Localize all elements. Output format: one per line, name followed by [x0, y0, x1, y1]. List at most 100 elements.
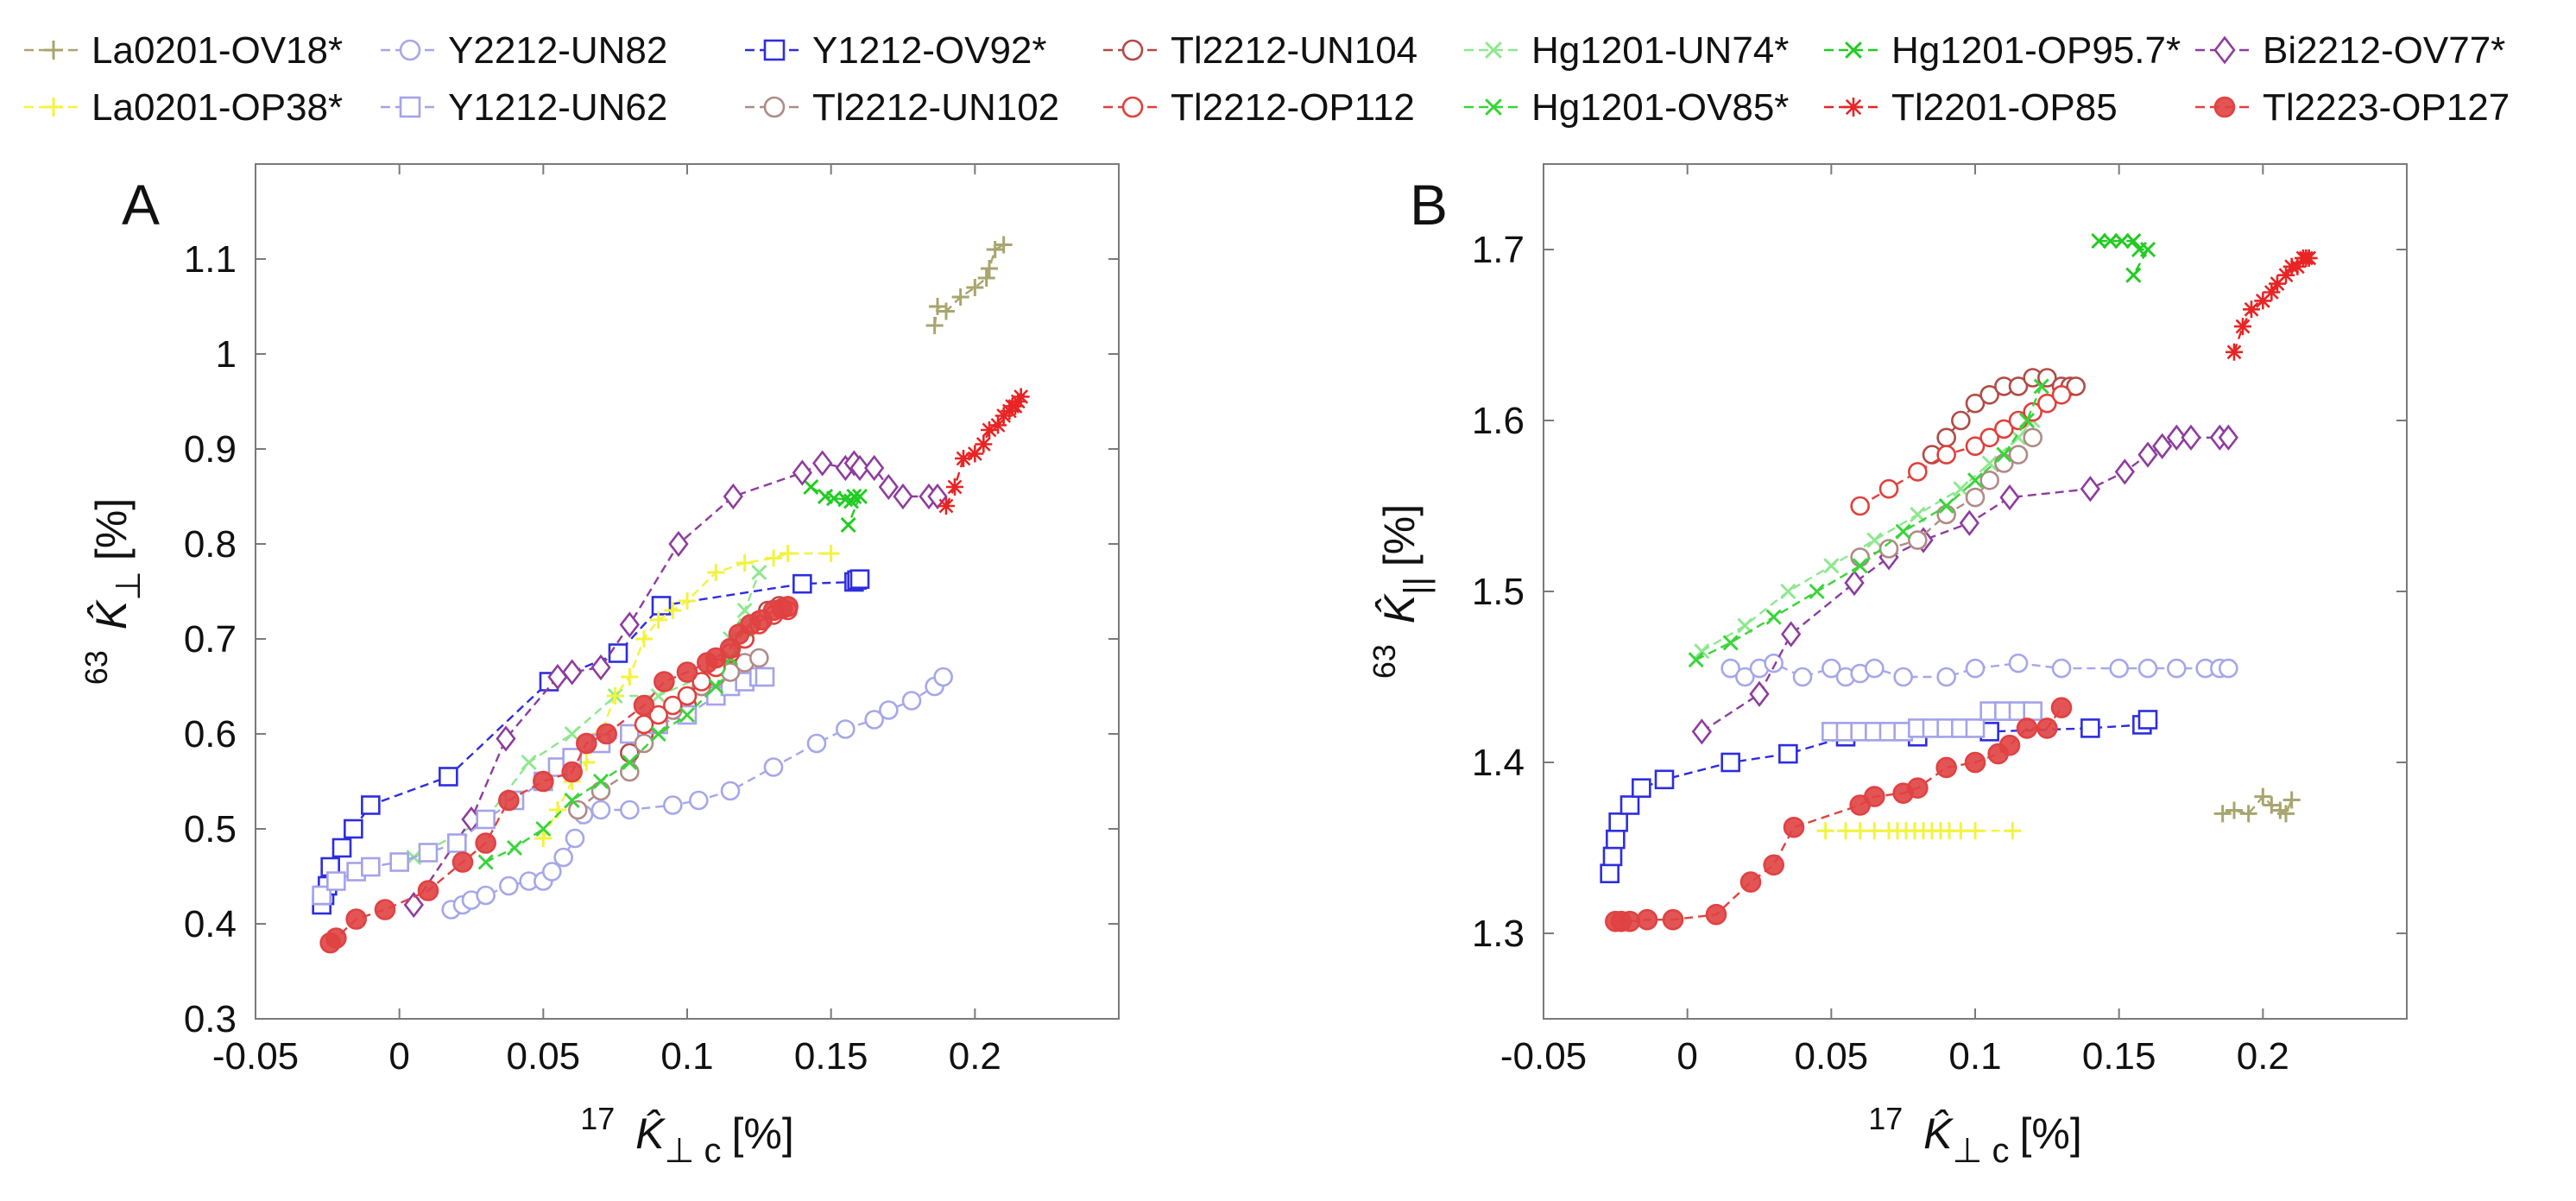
data-point	[475, 832, 496, 854]
data-point	[779, 545, 797, 562]
panel-b-series-tl2212-un102	[1850, 427, 2042, 567]
data-point	[2008, 445, 2029, 465]
data-point	[1965, 487, 1986, 508]
data-point	[1606, 829, 1626, 850]
panel-b-series-tl2223-op127	[1605, 697, 2073, 932]
data-point	[1936, 504, 1956, 525]
panel-b-chart: -0.05 0 0.05 0.1 0.15 0.2 1.3 1.4 1.5 1.6 1.7 B 17 K…	[1367, 163, 2408, 1170]
data-point	[592, 773, 609, 790]
panel-b-series-y2212-un82	[1720, 653, 2238, 687]
data-point	[606, 687, 624, 705]
legend-marker	[399, 96, 421, 118]
data-point	[1981, 455, 1998, 471]
data-point	[2008, 653, 2029, 673]
panel-b-ytick-label: 1.5	[1472, 571, 1525, 613]
data-point	[1951, 410, 1971, 431]
legend-label: Hg1201-OP95.7*	[1891, 29, 2181, 72]
data-point	[1878, 478, 1899, 499]
data-point	[344, 819, 363, 839]
legend-label: Tl2212-UN104	[1171, 29, 1417, 72]
data-point	[1691, 718, 1712, 745]
data-point	[1720, 658, 1740, 679]
data-point	[1778, 743, 1798, 764]
data-point	[966, 279, 984, 296]
legend-entry-hg1201-ov85: Hg1201-OV85*	[1464, 86, 1789, 129]
data-point	[1965, 718, 1986, 738]
legend-label: La0201-OP38*	[92, 86, 343, 129]
data-point	[792, 459, 812, 486]
data-point	[608, 643, 628, 663]
panel-b-ytick-label: 1.3	[1472, 913, 1525, 955]
data-point	[1852, 558, 1868, 574]
data-point	[2114, 458, 2135, 485]
legend-label: Hg1201-OV85*	[1531, 86, 1789, 129]
data-point	[590, 800, 611, 820]
panel-a-ytick-label: 1	[216, 333, 237, 376]
data-point	[765, 549, 782, 567]
panel-a-xtick-label: 0	[388, 1035, 409, 1078]
data-point	[1735, 667, 1755, 687]
data-point	[1009, 393, 1027, 410]
data-point	[1720, 752, 1740, 773]
data-point	[754, 667, 775, 687]
data-point	[1979, 470, 1999, 490]
data-point	[2219, 658, 2238, 679]
data-point	[2051, 384, 2072, 405]
data-point	[1619, 910, 1641, 932]
data-point	[975, 435, 993, 453]
data-point	[477, 854, 494, 870]
data-point	[2050, 697, 2073, 718]
data-point	[676, 661, 698, 683]
legend: La0201-OV18* Y2212-UN82 Y1212-OV92* Tl2212-…	[24, 29, 2510, 129]
data-point	[1763, 854, 1784, 876]
data-point	[499, 875, 519, 896]
data-point	[1952, 822, 1970, 840]
data-point	[2277, 805, 2295, 823]
data-point	[849, 454, 870, 482]
data-point	[2037, 393, 2057, 414]
panel-b-series-hg1201-ov85	[1688, 378, 2049, 668]
data-point	[2239, 805, 2257, 823]
panel-b-xtick-label: 0.2	[2237, 1035, 2289, 1078]
data-point	[2226, 801, 2243, 819]
data-point	[2137, 658, 2158, 679]
data-point	[1910, 506, 1926, 522]
data-point	[1936, 667, 1956, 687]
data-point	[568, 800, 588, 820]
data-point	[476, 809, 496, 830]
data-point	[1632, 778, 1651, 799]
data-point	[635, 630, 653, 648]
data-point	[1823, 558, 1840, 574]
data-point	[590, 781, 611, 801]
data-point	[564, 792, 580, 809]
legend-marker	[44, 41, 63, 60]
data-point	[803, 478, 819, 496]
data-point	[418, 843, 439, 863]
data-point	[846, 488, 862, 505]
data-point	[879, 700, 899, 720]
data-point	[622, 754, 638, 771]
data-point	[417, 880, 439, 901]
data-point	[2213, 805, 2232, 823]
data-point	[1964, 751, 1986, 774]
data-point	[707, 564, 725, 581]
data-point	[2137, 710, 2158, 730]
panel-a-xtick-label: 0.05	[507, 1035, 581, 1078]
data-point	[1619, 795, 1640, 815]
panel-b-ytick-label: 1.7	[1472, 229, 1525, 271]
data-point	[1907, 777, 1929, 800]
data-point	[535, 820, 552, 838]
data-point	[1866, 822, 1884, 840]
data-point	[2023, 701, 2042, 721]
data-point	[933, 667, 953, 687]
panel-b-series-tl2212-un104	[1922, 368, 2086, 465]
legend-label: Tl2212-UN102	[812, 86, 1059, 129]
panel-b-xtick-label: -0.05	[1500, 1035, 1587, 1078]
data-point	[1007, 397, 1024, 415]
data-point	[2167, 658, 2187, 679]
series-line	[1859, 394, 2062, 508]
data-point	[1895, 523, 1911, 540]
data-point	[679, 706, 696, 724]
data-point	[496, 725, 516, 752]
data-point	[966, 445, 984, 463]
